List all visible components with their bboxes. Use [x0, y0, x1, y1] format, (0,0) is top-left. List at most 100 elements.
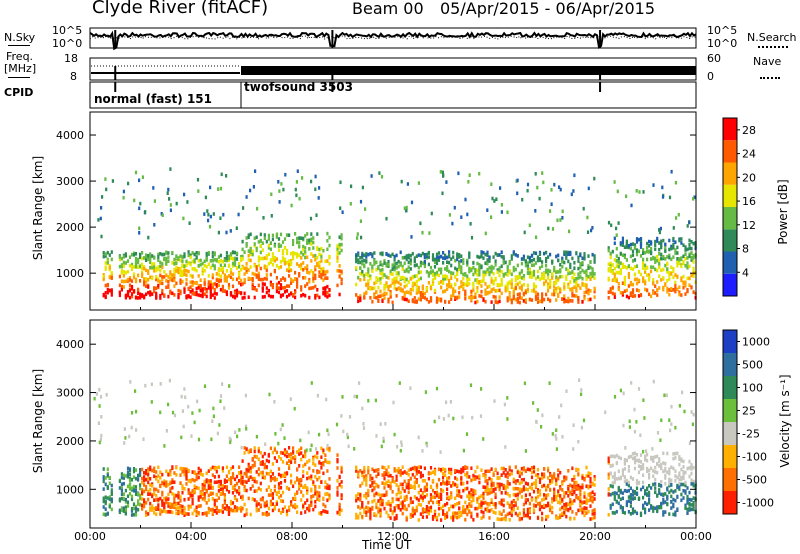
power-cell-2152: [621, 253, 624, 257]
velocity-cell-79: [124, 488, 127, 493]
velocity-cell-968: [324, 492, 327, 496]
power-cell-1839: [538, 299, 542, 304]
power-cell-2542: [111, 179, 114, 183]
velocity-cell-754: [275, 502, 278, 506]
power-cell-1906: [553, 268, 556, 273]
power-cell-1274: [411, 299, 414, 304]
velocity-cell-2175: [625, 503, 628, 507]
velocity-cell-1117: [377, 484, 380, 489]
power-cell-2214: [635, 288, 639, 292]
power-cell-1800: [530, 273, 534, 277]
power-cell-844: [296, 240, 299, 245]
power-cell-2648: [197, 189, 200, 193]
velocity-cell-2011: [577, 468, 580, 472]
power-cell-1190: [393, 267, 396, 272]
power-cell-394: [195, 268, 198, 273]
velocity-cell-1218: [399, 501, 402, 506]
velocity-cell-1779: [524, 481, 527, 486]
velocity-cell-1838: [538, 501, 542, 506]
power-cell-313: [177, 266, 180, 271]
power-cell-1237: [403, 276, 406, 281]
power-cell-1569: [478, 280, 481, 284]
velocity-cell-663: [255, 506, 258, 511]
power-cell-639: [251, 249, 254, 254]
velocity-cell-115: [132, 469, 136, 474]
power-cell-1466: [454, 295, 457, 300]
power-cell-1725: [512, 287, 515, 292]
power-cell-1692: [506, 296, 509, 300]
velocity-cell-1443: [450, 467, 453, 472]
power-cell-2013: [577, 259, 580, 263]
power-cell-226: [159, 293, 162, 298]
power-cell-2020: [579, 253, 582, 257]
power-cell-224: [157, 255, 160, 259]
power-cell-2699: [400, 179, 403, 184]
velocity-cell-2221: [635, 479, 639, 483]
velocity-cell-941: [318, 461, 321, 465]
power-cell-1934: [559, 269, 562, 274]
power-cell-98: [128, 295, 132, 300]
velocity-cell-305: [175, 465, 178, 470]
velocity-cell-629: [247, 496, 250, 501]
velocity-cell-87: [126, 504, 130, 508]
velocity-cell-618: [245, 447, 248, 451]
velocity-cell-731: [271, 476, 274, 481]
velocity-cell-906: [310, 500, 313, 505]
power-cell-885: [306, 282, 309, 286]
power-cell-2305: [656, 280, 659, 284]
power-cell-1804: [530, 271, 534, 275]
power-cell-2426: [682, 274, 685, 279]
power-cell-883: [306, 268, 309, 272]
power-cell-1564: [476, 254, 479, 259]
power-cell-2630: [672, 226, 675, 230]
velocity-cell-141: [139, 493, 142, 498]
power-cell-118: [134, 265, 138, 269]
velocity-cell-1164: [387, 484, 390, 488]
power-cell-1024: [355, 259, 358, 264]
velocity-cell-64: [122, 506, 125, 510]
power-cell-1212: [397, 271, 400, 275]
power-cell-2141: [617, 264, 620, 269]
power-cell-1952: [563, 294, 566, 298]
velocity-cell-1905: [553, 475, 556, 479]
velocity-cell-2227: [637, 464, 641, 468]
power-cell-712: [267, 233, 270, 238]
velocity-cell-1390: [437, 477, 441, 482]
velocity-cell-1506: [464, 465, 467, 469]
power-cell-2595: [484, 231, 487, 236]
velocity-cell-2212: [633, 466, 637, 471]
velocity-cell-717: [267, 485, 270, 489]
power-cell-331: [181, 263, 184, 268]
velocity-cell-168: [145, 512, 148, 517]
velocity-cell-1009: [340, 485, 343, 489]
power-cell-926: [314, 265, 317, 269]
velocity-cell-253: [165, 496, 168, 500]
velocity-cell-156: [143, 499, 146, 504]
velocity-cell-58: [120, 488, 123, 493]
power-cell-548: [229, 291, 233, 295]
power-cell-1307: [419, 291, 422, 295]
power-cell-1852: [541, 276, 544, 280]
power-cell-2556: [652, 183, 655, 187]
velocity-cell-134: [137, 474, 140, 478]
power-cell-2596: [593, 176, 596, 181]
power-cell-1455: [452, 287, 455, 292]
velocity-cell-1355: [429, 471, 433, 476]
power-cell-1205: [395, 271, 398, 275]
velocity-cell-1665: [500, 482, 503, 487]
power-cell-877: [304, 246, 307, 250]
velocity-cell-2114: [611, 511, 614, 515]
power-cell-1778: [524, 298, 527, 302]
velocity-cell-1248: [405, 485, 408, 490]
power-cell-879: [304, 250, 307, 254]
velocity-cell-529: [225, 479, 228, 484]
velocity-cell-502: [219, 491, 222, 496]
velocity-cell-1533: [470, 478, 473, 483]
velocity-cell-1778: [524, 493, 527, 497]
velocity-cell-1414: [444, 516, 447, 520]
power-cell-2069: [589, 289, 592, 293]
power-cell-366: [189, 273, 192, 278]
station-title: Clyde River (fitACF): [92, 0, 269, 18]
power-cell-2612: [658, 230, 661, 235]
velocity-cell-864: [302, 464, 305, 468]
